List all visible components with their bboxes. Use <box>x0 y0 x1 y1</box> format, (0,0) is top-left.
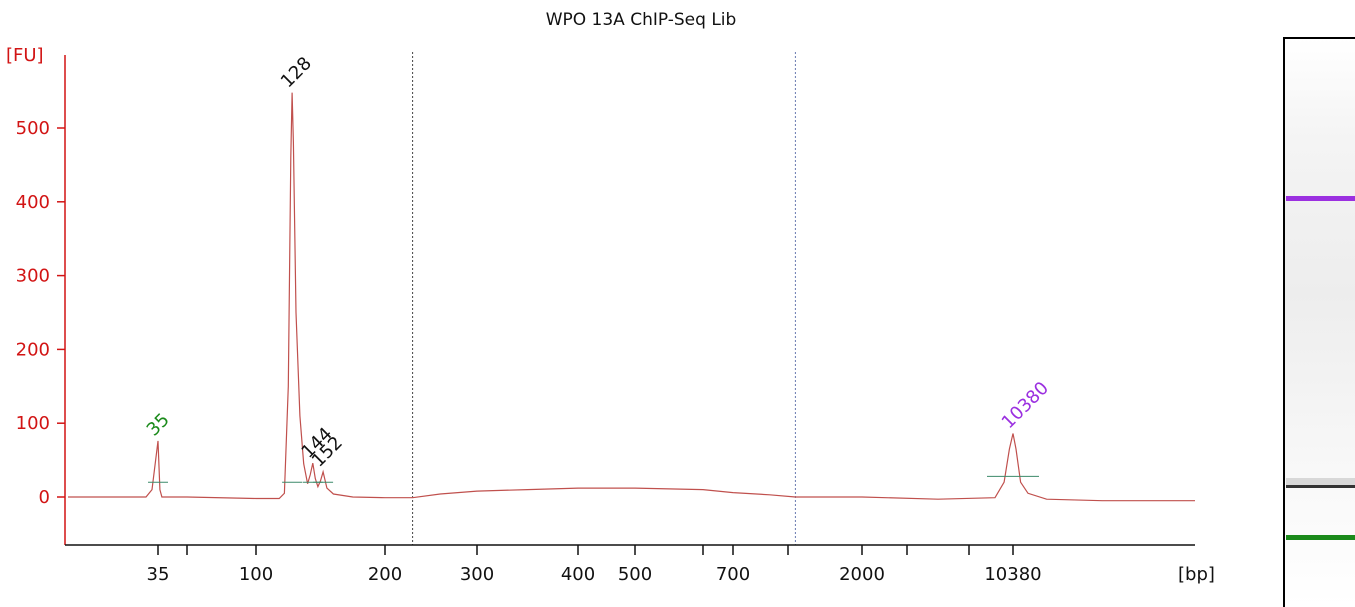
x-tick-label: 100 <box>239 564 273 585</box>
x-ticks: 35 100 200 300 400 500 700 2000 10380 <box>147 545 1042 585</box>
x-tick-label: 2000 <box>839 564 885 585</box>
x-tick-label: 400 <box>561 564 595 585</box>
x-tick-label: 200 <box>368 564 402 585</box>
chart-title: WPO 13A ChIP-Seq Lib <box>546 10 737 30</box>
gel-lane <box>1283 37 1355 607</box>
x-tick-label: 700 <box>716 564 750 585</box>
gel-sample-band-halo <box>1286 478 1355 487</box>
y-axis-label: [FU] <box>6 45 44 66</box>
y-tick-label: 200 <box>16 339 50 360</box>
peak-baselines <box>148 475 1039 483</box>
peak-label: 128 <box>277 53 316 92</box>
y-tick-label: 0 <box>39 487 50 508</box>
x-tick-label: 10380 <box>984 564 1041 585</box>
peak-label: 35 <box>143 409 174 440</box>
x-tick-label: 500 <box>618 564 652 585</box>
y-ticks: 0 100 200 300 400 500 <box>16 118 65 508</box>
region-markers <box>412 52 796 545</box>
x-tick-label: 35 <box>147 564 170 585</box>
gel-upper-marker-band <box>1286 196 1355 201</box>
gel-lower-marker-band <box>1286 535 1355 540</box>
gel-lane-background <box>1283 38 1355 607</box>
x-axis-label: [bp] <box>1178 564 1215 585</box>
y-tick-label: 100 <box>16 413 50 434</box>
y-tick-label: 400 <box>16 192 50 213</box>
gel-sample-band <box>1286 485 1355 488</box>
series-trace <box>68 92 1195 502</box>
y-tick-label: 300 <box>16 266 50 287</box>
peak-label: 10380 <box>998 378 1053 433</box>
x-tick-label: 300 <box>460 564 494 585</box>
y-tick-label: 500 <box>16 118 50 139</box>
